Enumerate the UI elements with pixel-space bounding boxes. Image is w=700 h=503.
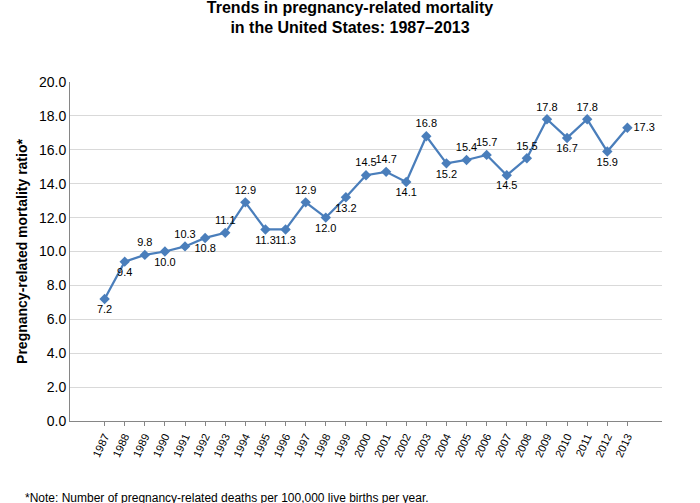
svg-text:6.0: 6.0 <box>47 311 67 327</box>
svg-text:1995: 1995 <box>251 432 272 459</box>
svg-text:16.8: 16.8 <box>416 117 437 129</box>
svg-text:15.9: 15.9 <box>597 156 618 168</box>
svg-text:9.4: 9.4 <box>117 266 132 278</box>
svg-text:15.5: 15.5 <box>516 140 537 152</box>
svg-text:8.0: 8.0 <box>47 277 67 293</box>
svg-text:12.9: 12.9 <box>295 184 316 196</box>
svg-text:10.8: 10.8 <box>194 242 215 254</box>
svg-text:11.1: 11.1 <box>215 214 236 226</box>
svg-text:14.5: 14.5 <box>355 156 376 168</box>
svg-text:1993: 1993 <box>211 432 232 459</box>
svg-text:Trends in pregnancy-related mo: Trends in pregnancy-related mortalityin … <box>207 0 493 36</box>
svg-text:12.0: 12.0 <box>39 210 66 226</box>
svg-text:11.3: 11.3 <box>255 234 276 246</box>
svg-text:14.1: 14.1 <box>396 186 417 198</box>
svg-text:1996: 1996 <box>271 432 292 459</box>
svg-text:15.7: 15.7 <box>476 136 497 148</box>
svg-text:1989: 1989 <box>130 432 151 459</box>
svg-text:11.3: 11.3 <box>275 234 296 246</box>
svg-text:2000: 2000 <box>352 432 373 459</box>
svg-text:17.8: 17.8 <box>576 101 597 113</box>
svg-text:20.0: 20.0 <box>39 74 66 90</box>
svg-text:1988: 1988 <box>110 432 131 459</box>
svg-text:15.4: 15.4 <box>456 141 477 153</box>
svg-text:14.0: 14.0 <box>39 176 66 192</box>
svg-text:2012: 2012 <box>593 432 614 459</box>
svg-text:1998: 1998 <box>311 432 332 459</box>
svg-text:9.8: 9.8 <box>137 236 152 248</box>
svg-text:*Note: Number of pregnancy-rel: *Note: Number of pregnancy-related death… <box>25 491 429 503</box>
svg-text:1991: 1991 <box>171 432 192 459</box>
svg-text:13.2: 13.2 <box>335 202 356 214</box>
svg-text:1990: 1990 <box>150 432 171 459</box>
svg-text:1987: 1987 <box>90 432 111 459</box>
svg-text:18.0: 18.0 <box>39 108 66 124</box>
svg-text:2011: 2011 <box>573 432 594 459</box>
svg-text:17.3: 17.3 <box>633 121 654 133</box>
svg-text:2003: 2003 <box>412 432 433 459</box>
svg-text:16.7: 16.7 <box>556 142 577 154</box>
svg-text:1994: 1994 <box>231 432 252 459</box>
svg-text:2002: 2002 <box>392 432 413 459</box>
svg-text:14.5: 14.5 <box>496 179 517 191</box>
svg-text:4.0: 4.0 <box>47 345 67 361</box>
svg-text:2004: 2004 <box>432 432 453 459</box>
svg-text:2.0: 2.0 <box>47 379 67 395</box>
svg-text:16.0: 16.0 <box>39 142 66 158</box>
svg-text:14.7: 14.7 <box>375 153 396 165</box>
svg-text:2008: 2008 <box>512 432 533 459</box>
svg-text:12.9: 12.9 <box>235 184 256 196</box>
svg-text:15.2: 15.2 <box>436 168 457 180</box>
svg-text:1997: 1997 <box>291 432 312 459</box>
svg-text:1999: 1999 <box>331 432 352 459</box>
svg-text:2001: 2001 <box>372 432 393 459</box>
svg-text:2006: 2006 <box>472 432 493 459</box>
svg-text:1992: 1992 <box>191 432 212 459</box>
svg-text:10.0: 10.0 <box>39 243 66 259</box>
svg-text:2009: 2009 <box>533 432 554 459</box>
svg-text:2007: 2007 <box>492 432 513 459</box>
svg-text:2013: 2013 <box>613 432 634 459</box>
svg-text:2005: 2005 <box>452 432 473 459</box>
svg-text:7.2: 7.2 <box>97 303 112 315</box>
svg-text:2010: 2010 <box>553 432 574 459</box>
svg-text:0.0: 0.0 <box>47 413 67 429</box>
svg-text:17.8: 17.8 <box>536 101 557 113</box>
svg-text:10.3: 10.3 <box>174 228 195 240</box>
svg-text:12.0: 12.0 <box>315 222 336 234</box>
svg-text:Pregnancy-related mortality ra: Pregnancy-related mortality ratio* <box>14 139 30 364</box>
svg-text:10.0: 10.0 <box>154 256 175 268</box>
